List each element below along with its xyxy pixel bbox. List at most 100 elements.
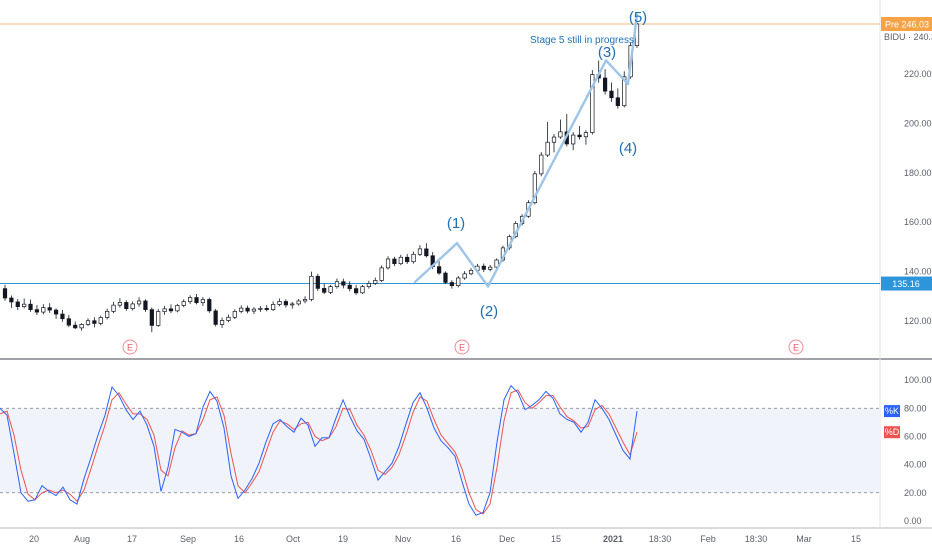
candle (609, 90, 614, 99)
wave-label: (1) (447, 215, 465, 232)
support-price-tag-label: 135.16 (892, 279, 920, 289)
candle (571, 134, 576, 145)
candle (47, 307, 52, 311)
time-tick-label: Feb (700, 534, 716, 544)
candle (105, 310, 110, 318)
candle (79, 324, 84, 329)
stoch-tick-label: 100.00 (904, 375, 932, 385)
time-tick-label: Sep (180, 534, 196, 544)
candle (417, 248, 423, 255)
stoch-d-line[interactable] (0, 389, 638, 515)
price-tick-label: 220.00 (904, 69, 932, 79)
candle (53, 309, 59, 315)
wave-label: (4) (619, 140, 637, 157)
pre-market-tag (881, 17, 932, 31)
candle (545, 141, 550, 156)
support-price-tag (881, 276, 932, 291)
candle (207, 299, 212, 312)
candle (181, 301, 186, 306)
candle (290, 303, 295, 306)
wave-line-segment[interactable] (486, 59, 608, 288)
candle (111, 304, 116, 312)
candle (251, 308, 257, 312)
candle (175, 305, 180, 312)
price-tick-label: 140.00 (904, 267, 932, 277)
candle (385, 258, 391, 269)
stoch-k-tag (884, 405, 900, 418)
candle (156, 311, 161, 326)
candle (494, 259, 499, 268)
candle (136, 300, 142, 305)
candle (98, 317, 103, 324)
candle (232, 310, 237, 318)
time-tick-label: Oct (286, 534, 301, 544)
candle (392, 258, 397, 265)
candle (200, 299, 206, 304)
wave-line-segment[interactable] (604, 59, 630, 86)
time-tick-label: 15 (851, 534, 861, 544)
time-tick-label: 15 (551, 534, 561, 544)
candle (9, 297, 14, 303)
price-tick-label: 200.00 (904, 118, 932, 128)
candle (551, 136, 557, 143)
candle (577, 134, 582, 138)
earnings-marker[interactable] (454, 339, 470, 355)
wave-line-segment[interactable] (413, 241, 459, 284)
stoch-d-tag (884, 426, 900, 439)
earnings-marker[interactable] (122, 339, 138, 355)
candle (558, 131, 563, 138)
time-tick-label: 18:30 (745, 534, 768, 544)
candle (92, 320, 97, 324)
earnings-marker[interactable] (788, 339, 804, 355)
candle (213, 310, 218, 325)
candle (373, 280, 378, 284)
candle (449, 282, 454, 287)
candle (398, 256, 403, 265)
candle (322, 288, 327, 293)
candle (360, 286, 365, 294)
candle (443, 272, 448, 283)
candle (615, 97, 620, 107)
candle (309, 275, 314, 300)
price-tick-label: 120.00 (904, 316, 932, 326)
candle (379, 267, 384, 281)
stoch-tick-label: 80.00 (904, 403, 927, 413)
candle (124, 302, 129, 309)
candle (590, 74, 595, 133)
candle (468, 270, 474, 275)
candle (462, 273, 467, 279)
candle (277, 301, 282, 305)
stoch-k-tag-label: %K (885, 406, 899, 416)
candle (296, 300, 301, 305)
stoch-tick-label: 20.00 (904, 488, 927, 498)
candle (226, 316, 231, 321)
candle (258, 308, 263, 310)
earnings-marker-label: E (459, 343, 465, 353)
stoch-band (0, 408, 880, 493)
wave-line-segment[interactable] (455, 241, 490, 288)
candle (264, 308, 269, 310)
stoch-d-tag-label: %D (885, 427, 900, 437)
candle (73, 324, 78, 329)
candle (532, 173, 537, 204)
candle (188, 297, 193, 303)
candle (130, 303, 135, 309)
candle (149, 309, 154, 326)
candle (602, 77, 608, 92)
candle (34, 309, 40, 313)
pre-market-tag-label: Pre 246.03 (885, 20, 929, 30)
candle (28, 303, 33, 310)
time-tick-label: Aug (74, 534, 90, 544)
candle (622, 76, 627, 107)
stoch-k-line[interactable] (0, 384, 638, 516)
wave-line-segment[interactable] (626, 13, 639, 86)
earnings-marker-label: E (793, 343, 799, 353)
time-tick-label: Nov (395, 534, 412, 544)
time-tick-label: 19 (338, 534, 348, 544)
candle (341, 281, 346, 286)
candle (66, 318, 71, 326)
candle (239, 307, 244, 312)
candle (424, 248, 429, 257)
candle (411, 253, 416, 263)
